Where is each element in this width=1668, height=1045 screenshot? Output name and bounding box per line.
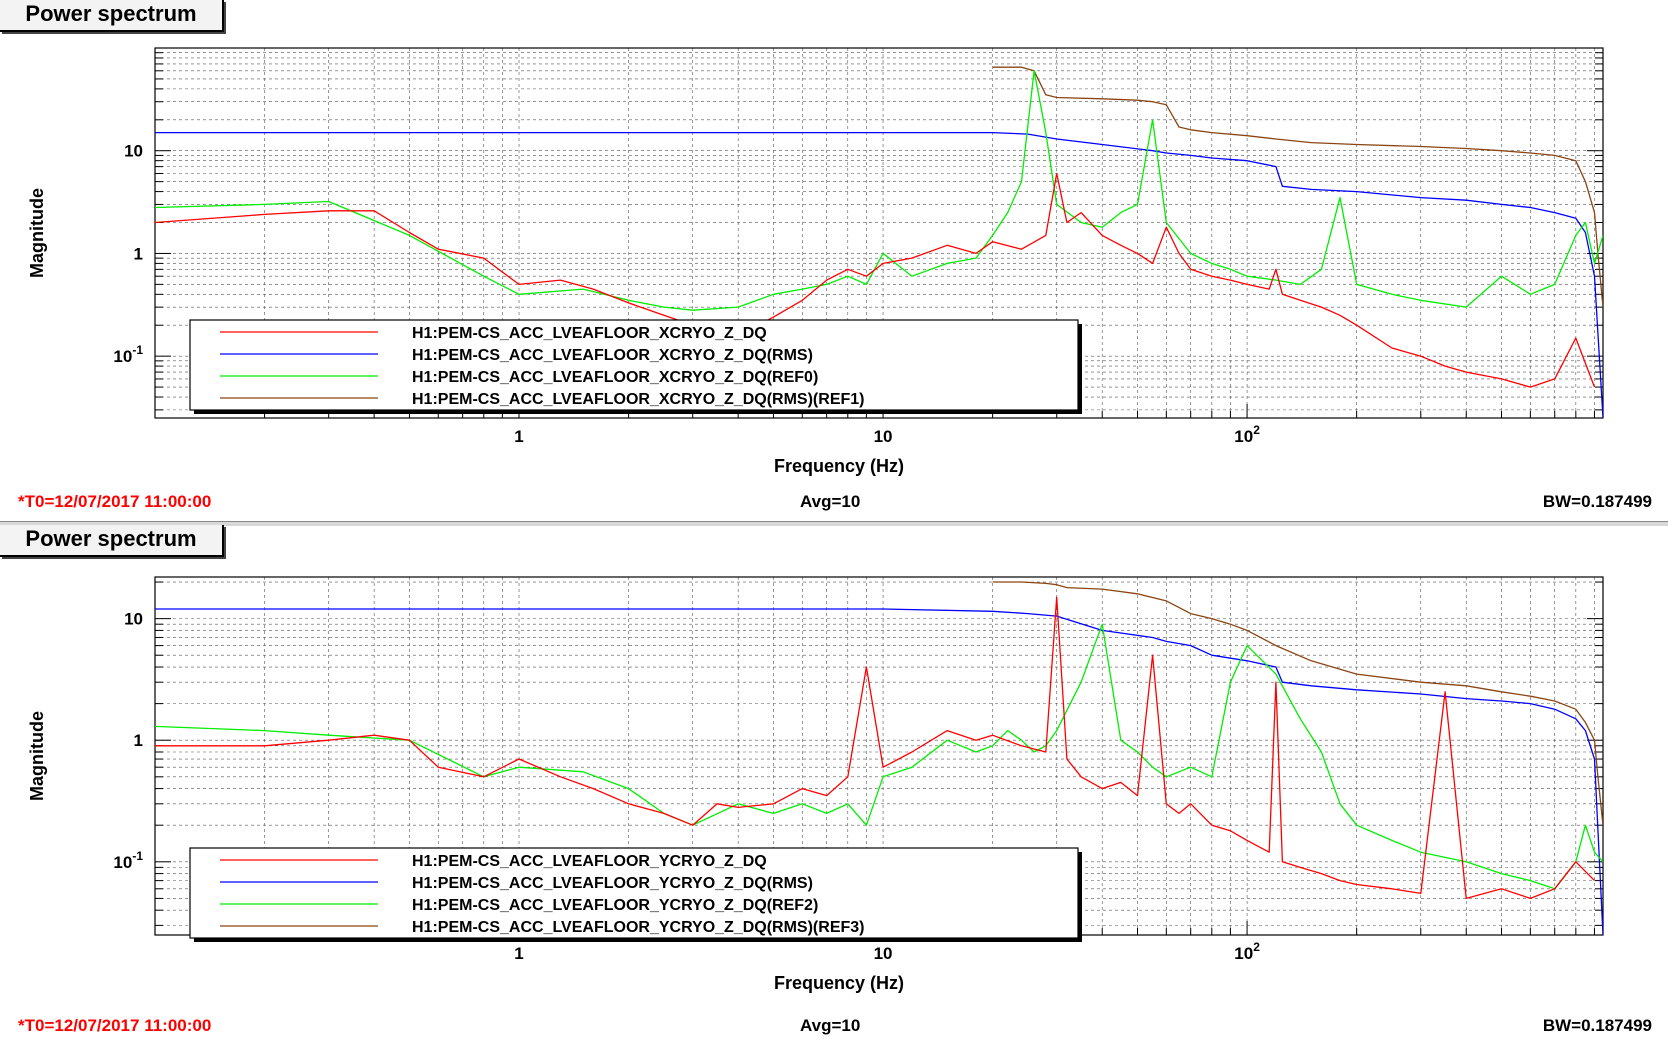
avg-count: Avg=10 (800, 1016, 861, 1035)
legend-box (189, 847, 1079, 939)
x-tick-label: 1 (514, 427, 523, 446)
y-axis-label: Magnitude (27, 711, 47, 801)
spectrum-chart-1: 1 10 102 10 1 10-1 Frequency (Hz) Magnitude H1:P… (27, 47, 1604, 476)
spectrum-chart-2: 1 10 102 10 1 10-1 Frequency (Hz) Magnitude H1:P… (27, 576, 1604, 993)
y-tick-label: 1 (134, 244, 143, 263)
panel-divider (0, 521, 1668, 526)
legend-label: H1:PEM-CS_ACC_LVEAFLOOR_XCRYO_Z_DQ(RMS) (412, 347, 813, 364)
x-axis-label: Frequency (Hz) (774, 456, 904, 476)
y-tick-label: 10-1 (113, 849, 143, 872)
series-line-measured (155, 172, 1596, 388)
grid (154, 577, 1603, 935)
legend-label: H1:PEM-CS_ACC_LVEAFLOOR_XCRYO_Z_DQ(REF0) (412, 369, 818, 386)
legend-label: H1:PEM-CS_ACC_LVEAFLOOR_XCRYO_Z_DQ (412, 325, 767, 342)
legend: H1:PEM-CS_ACC_LVEAFLOOR_XCRYO_Z_DQ H1:PEM… (189, 319, 1082, 414)
x-tick-label: 1 (514, 944, 523, 963)
panel-title[interactable]: Power spectrum (0, 0, 224, 32)
x-tick-label: 10 (874, 944, 893, 963)
series-group (155, 581, 1603, 935)
y-tick-label: 10 (124, 610, 143, 629)
x-tick-label: 102 (1234, 940, 1260, 963)
y-axis-label: Magnitude (27, 188, 47, 278)
legend-box (189, 319, 1079, 411)
spectrum-panel-2: Power spectrum 1 10 102 10 1 10-1 Frequency (H… (0, 525, 1668, 1045)
legend-label: H1:PEM-CS_ACC_LVEAFLOOR_YCRYO_Z_DQ (412, 853, 767, 870)
spectrum-panel-1: Power spectrum 1 10 102 10 1 10-1 Frequency (H… (0, 0, 1668, 520)
legend-label: H1:PEM-CS_ACC_LVEAFLOOR_YCRYO_Z_DQ(RMS) (412, 875, 813, 892)
y-tick-label: 1 (134, 731, 143, 750)
panel-title[interactable]: Power spectrum (0, 525, 224, 557)
series-line-ref_rms (992, 581, 1603, 826)
avg-count: Avg=10 (800, 492, 861, 511)
y-tick-label: 10-1 (113, 343, 143, 366)
x-tick-label: 102 (1234, 423, 1260, 446)
series-line-rms (155, 608, 1603, 935)
legend: H1:PEM-CS_ACC_LVEAFLOOR_YCRYO_Z_DQ H1:PEM… (189, 847, 1082, 942)
series-group (155, 66, 1603, 418)
x-tick-label: 10 (874, 427, 893, 446)
t0-timestamp: *T0=12/07/2017 11:00:00 (18, 1016, 212, 1035)
x-axis-label: Frequency (Hz) (774, 973, 904, 993)
t0-timestamp: *T0=12/07/2017 11:00:00 (18, 492, 212, 511)
legend-label: H1:PEM-CS_ACC_LVEAFLOOR_XCRYO_Z_DQ(RMS)(… (412, 391, 864, 408)
bandwidth: BW=0.187499 (1542, 492, 1652, 511)
legend-label: H1:PEM-CS_ACC_LVEAFLOOR_YCRYO_Z_DQ(REF2) (412, 897, 818, 914)
y-tick-label: 10 (124, 142, 143, 161)
series-line-rms (155, 131, 1603, 418)
series-line-ref_rms (992, 66, 1603, 308)
plot-frame (154, 47, 1604, 419)
series-line-ref (155, 70, 1603, 311)
series-line-measured (155, 596, 1595, 900)
legend-label: H1:PEM-CS_ACC_LVEAFLOOR_YCRYO_Z_DQ(RMS)(… (412, 919, 864, 936)
bandwidth: BW=0.187499 (1542, 1016, 1652, 1035)
